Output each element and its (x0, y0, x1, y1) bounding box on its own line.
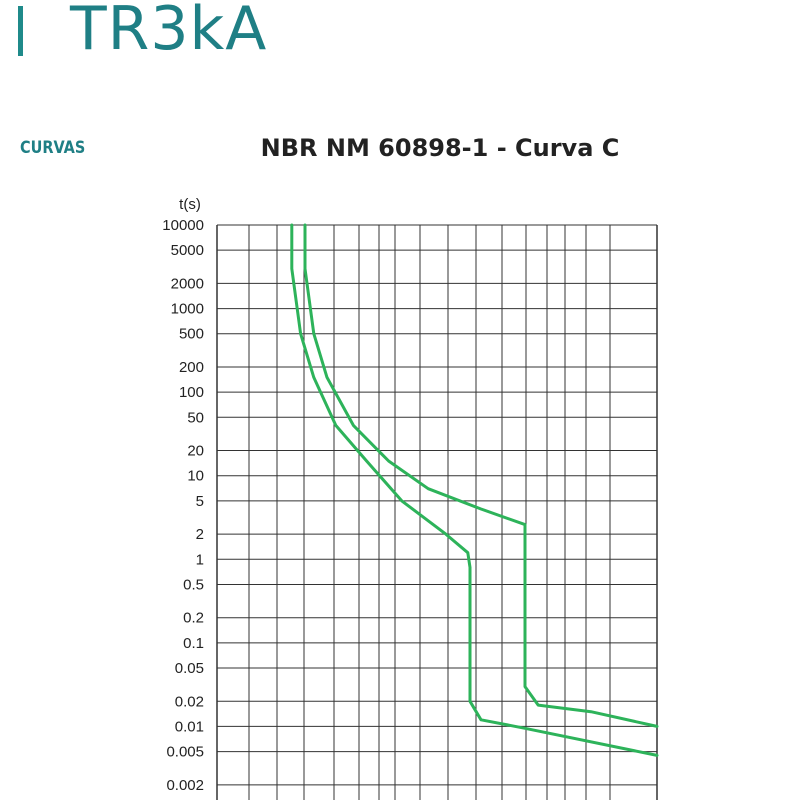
y-tick-label: 20 (187, 443, 204, 460)
y-tick-label: 5000 (171, 242, 204, 259)
section-label: CURVAS (20, 138, 86, 158)
y-tick-label: 0.5 (183, 576, 204, 593)
y-tick-label: 100 (179, 384, 204, 401)
curves (290, 223, 659, 757)
y-tick-label: 5 (196, 493, 204, 510)
curve-upper-bound (303, 223, 659, 728)
y-tick-label: 2 (196, 526, 204, 543)
y-tick-label: 0.05 (175, 660, 204, 677)
y-tick-label: 10 (187, 468, 204, 485)
product-name: TR3kA (70, 0, 268, 64)
y-tick-labels: 10000 5000 2000 1000 500 200 100 50 20 10 5 2 1 0.5 0.… (162, 217, 204, 794)
y-tick-label: 50 (187, 409, 204, 426)
y-tick-label: 0.01 (175, 718, 204, 735)
y-tick-label: 0.2 (183, 610, 204, 627)
y-tick-label: 2000 (171, 275, 204, 292)
curve-lower-bound (290, 223, 659, 757)
y-tick-label: 0.1 (183, 635, 204, 652)
y-tick-label: 0.002 (166, 777, 204, 794)
y-tick-label: 0.02 (175, 693, 204, 710)
header-accent-bar (18, 6, 23, 56)
grid (216, 224, 658, 800)
y-tick-label: 500 (179, 326, 204, 343)
y-tick-label: 200 (179, 359, 204, 376)
y-tick-label: 10000 (162, 217, 204, 234)
y-tick-label: 0.005 (166, 744, 204, 761)
y-tick-label: 1000 (171, 301, 204, 318)
y-axis-label: t(s) (179, 196, 201, 213)
y-tick-label: 1 (196, 551, 204, 568)
chart-title: NBR NM 60898-1 - Curva C (260, 134, 620, 162)
